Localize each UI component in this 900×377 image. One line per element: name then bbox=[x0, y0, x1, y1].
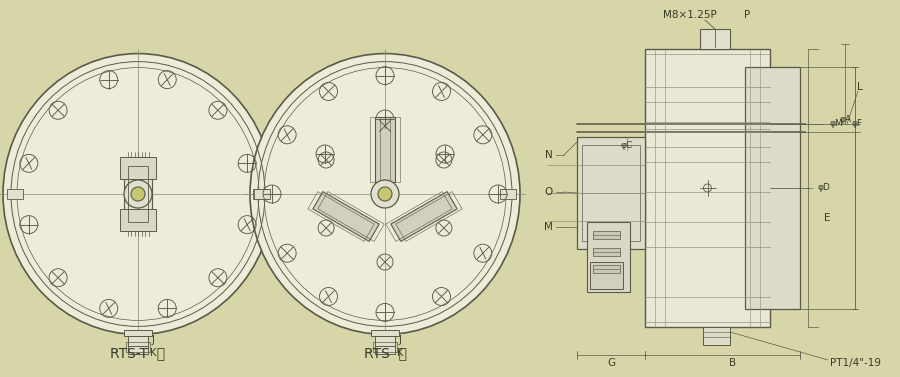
Text: N: N bbox=[545, 150, 553, 160]
Bar bbox=[120, 209, 156, 231]
Text: B: B bbox=[729, 358, 736, 368]
Bar bbox=[593, 248, 620, 256]
Text: φD: φD bbox=[818, 184, 831, 193]
Ellipse shape bbox=[3, 54, 273, 334]
Bar bbox=[308, 192, 374, 241]
Text: K: K bbox=[397, 348, 403, 359]
Bar bbox=[593, 265, 620, 273]
Bar bbox=[500, 189, 516, 199]
Bar bbox=[128, 346, 148, 354]
Bar bbox=[380, 116, 400, 181]
Bar bbox=[703, 327, 730, 345]
Bar bbox=[254, 189, 270, 199]
Bar bbox=[313, 192, 379, 241]
Bar bbox=[370, 116, 390, 181]
Text: PT1/4"-19: PT1/4"-19 bbox=[830, 358, 881, 368]
Bar bbox=[128, 166, 148, 222]
Bar bbox=[590, 262, 623, 289]
Text: E: E bbox=[824, 213, 831, 223]
Text: K: K bbox=[149, 348, 157, 359]
Bar bbox=[371, 330, 399, 336]
Bar bbox=[386, 192, 452, 241]
Text: M: M bbox=[544, 222, 553, 232]
Text: J: J bbox=[151, 336, 155, 345]
Bar bbox=[391, 192, 457, 241]
Bar bbox=[253, 189, 269, 199]
Text: J: J bbox=[399, 336, 401, 345]
Text: RTS  型: RTS 型 bbox=[364, 346, 407, 360]
Text: L: L bbox=[857, 82, 863, 92]
Bar bbox=[700, 29, 730, 49]
Circle shape bbox=[131, 187, 145, 201]
Ellipse shape bbox=[250, 54, 520, 334]
Text: P: P bbox=[744, 10, 750, 20]
Text: φM: φM bbox=[830, 120, 844, 129]
Bar bbox=[375, 116, 395, 181]
Bar bbox=[128, 336, 148, 348]
Text: φC: φC bbox=[621, 141, 633, 150]
Bar bbox=[745, 67, 800, 309]
Text: RTS-T  型: RTS-T 型 bbox=[111, 346, 166, 360]
Text: O: O bbox=[544, 187, 553, 197]
Circle shape bbox=[378, 187, 392, 201]
Bar bbox=[7, 189, 23, 199]
Circle shape bbox=[124, 180, 152, 208]
Bar bbox=[587, 222, 630, 292]
Bar bbox=[120, 157, 156, 179]
Bar bbox=[582, 145, 640, 241]
Bar bbox=[375, 336, 395, 348]
Text: M8×1.25P: M8×1.25P bbox=[663, 10, 717, 20]
Circle shape bbox=[371, 180, 399, 208]
Text: φA: φA bbox=[840, 115, 852, 124]
Bar bbox=[375, 346, 395, 354]
Bar bbox=[593, 231, 620, 239]
Bar bbox=[396, 192, 462, 241]
Bar bbox=[124, 330, 152, 336]
Bar bbox=[645, 49, 770, 327]
Text: G: G bbox=[607, 358, 615, 368]
Bar bbox=[124, 159, 152, 229]
Bar bbox=[318, 192, 384, 241]
Text: φF: φF bbox=[852, 120, 863, 129]
Bar bbox=[577, 137, 645, 249]
